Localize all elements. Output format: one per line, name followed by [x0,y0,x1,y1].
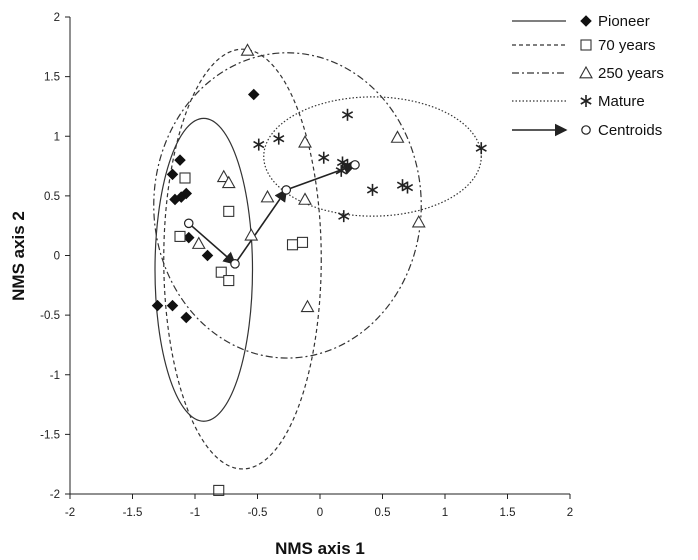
point-70-years [223,274,235,287]
point-70-years [223,205,235,217]
point-250-years [298,135,312,148]
point-70-years [286,239,299,251]
legend-item-pioneer: Pioneer [512,13,650,30]
x-tick-label: -1.5 [123,507,143,519]
y-tick-label: 1.5 [44,72,60,84]
point-centroids [183,218,194,229]
x-tick-label: 1.5 [500,507,516,519]
plot-area [151,43,487,496]
legend-label: Pioneer [598,13,650,30]
point-mature [335,164,347,177]
point-centroids [350,160,360,170]
y-axis-label: NMS axis 2 [9,211,28,301]
point-250-years [390,130,405,143]
point-pioneer [201,249,214,262]
point-250-years [298,192,312,205]
point-250-years [260,189,275,203]
point-70-years [215,266,227,278]
point-mature [273,132,285,145]
legend-label: Mature [598,93,645,110]
point-250-years [240,43,255,56]
point-70-years [179,172,191,184]
y-tick-label: 0 [54,251,60,263]
point-250-years [221,175,236,189]
point-250-years [216,169,231,183]
ellipse-mature [263,96,482,217]
point-250-years [300,299,315,313]
point-70-years [296,236,309,248]
x-tick-label: 0 [317,507,323,519]
legend-item-70-years: 70 years [512,37,656,54]
legend-item-centroids: Centroids [512,122,662,139]
point-70-years [213,484,225,496]
point-pioneer [151,299,164,312]
point-mature [475,142,487,155]
legend-marker [580,15,592,27]
point-250-years [191,236,206,249]
point-pioneer [174,154,186,166]
legend-marker [580,39,592,51]
point-pioneer [247,88,260,101]
point-centroids [230,259,240,269]
x-tick-label: 2 [567,507,573,519]
legend-label: 250 years [598,65,664,82]
x-tick-label: 0.5 [375,507,391,519]
legend-marker [579,65,593,79]
legend: Pioneer 70 years 250 years Mature Centroids [512,13,664,139]
x-tick-label: -0.5 [248,507,268,519]
axes: -2 -1.5 -1 -0.5 0 0.5 1 1.5 2 -2 -1.5 -1 -0.5 0 0.5 1 1.… [40,12,573,519]
x-tick-label: -2 [65,507,75,519]
y-tick-label: 0.5 [44,191,60,203]
point-mature [366,183,379,196]
legend-item-mature: Mature [512,93,645,110]
y-tick-label: -0.5 [40,310,60,322]
centroid-arrow [234,188,288,265]
point-mature [318,151,330,164]
point-mature [253,138,265,151]
x-tick-label: -1 [190,507,200,519]
point-mature [338,210,350,223]
legend-label: 70 years [598,37,656,54]
legend-marker [580,95,592,107]
y-tick-label: -2 [50,489,60,501]
point-pioneer [166,299,179,312]
legend-marker [581,125,591,135]
ellipse-70-years [163,48,322,470]
centroid-arrow [188,222,237,265]
y-tick-label: -1.5 [40,429,60,441]
point-pioneer [166,168,179,181]
point-mature [401,181,414,194]
point-pioneer [169,193,181,206]
legend-label: Centroids [598,122,662,139]
x-tick-label: 1 [442,507,448,519]
point-pioneer [180,311,193,324]
x-axis-label: NMS axis 1 [275,539,365,558]
point-mature [341,108,354,121]
point-70-years [174,230,186,242]
ellipse-pioneer [154,117,254,422]
y-tick-label: -1 [50,370,60,382]
point-250-years [244,228,259,241]
y-tick-label: 1 [54,131,60,143]
ellipse-250-years [153,52,422,359]
point-250-years [411,214,426,228]
y-tick-label: 2 [54,12,60,24]
point-centroids [281,185,292,195]
legend-item-250-years: 250 years [512,65,664,82]
